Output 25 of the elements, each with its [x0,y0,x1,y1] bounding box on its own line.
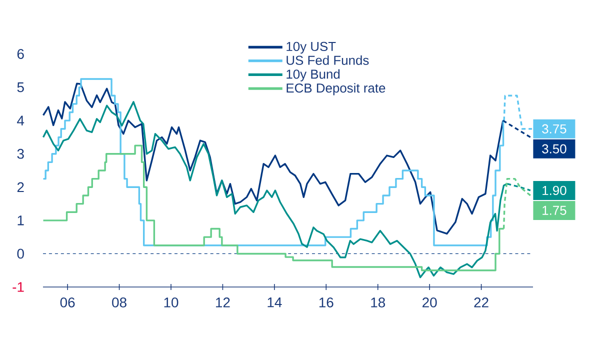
y-tick-label: -1 [12,282,24,292]
legend-label: ECB Deposit rate [286,83,386,96]
y-tick-label: 1 [18,216,24,226]
x-tick-label: 14 [268,298,282,308]
x-tick-label: 06 [60,298,75,308]
legend-label: 10y UST [286,42,336,54]
y-tick-label: 2 [17,182,24,192]
y-tick-label: 0 [17,248,24,259]
data-label: 3.50 [542,144,566,154]
x-tick-label: 18 [371,298,386,308]
y-tick-label: 5 [17,82,24,92]
y-tick-label: 3 [17,148,24,159]
data-label: 1.90 [542,186,566,196]
legend-label: 10y Bund [286,69,340,82]
data-label: 3.75 [542,124,566,134]
x-tick-label: 10 [164,298,178,308]
x-tick-label: 20 [422,298,437,308]
y-tick-label: 6 [17,49,24,59]
x-tick-label: 12 [216,298,230,308]
x-tick-label: 08 [112,298,126,308]
y-tick-label: 4 [17,116,24,126]
data-label: 1.75 [542,206,566,215]
legend-label: US Fed Funds [286,55,369,65]
x-tick-label: 22 [474,298,488,308]
x-tick-label: 16 [319,298,334,308]
